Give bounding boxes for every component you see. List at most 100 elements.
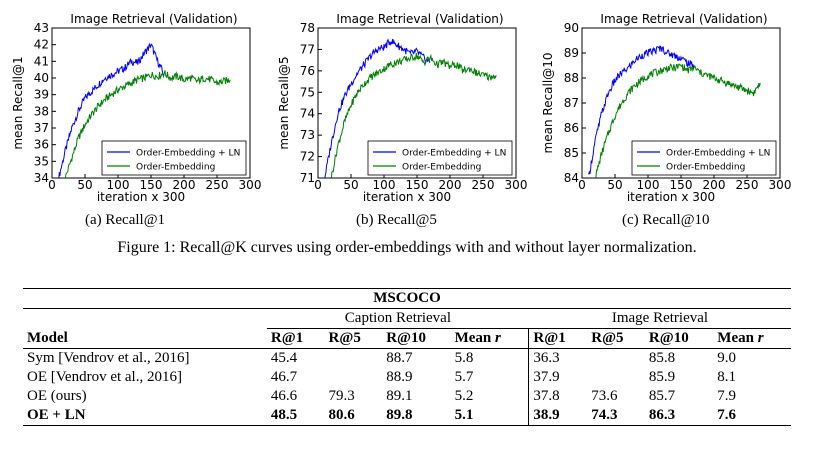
legend-label: Order-Embedding <box>402 163 481 173</box>
cell: 88.7 <box>386 350 413 366</box>
x-axis-label: iteration x 300 <box>363 190 451 204</box>
y-axis-label: mean Recall@1 <box>11 56 25 149</box>
table-row: OE (ours) 46.6 79.3 89.1 5.2 37.8 73.6 8… <box>23 387 791 406</box>
series-line-oe-ln <box>588 45 695 175</box>
legend-label: Order-Embedding + LN <box>666 149 770 159</box>
cell: 85.9 <box>648 369 676 385</box>
y-tick-label: 71 <box>300 171 315 185</box>
y-tick-label: 36 <box>34 138 49 152</box>
cell: 74.3 <box>587 406 645 426</box>
subcaption-b: (b) Recall@5 <box>356 212 437 228</box>
x-tick-label: 0 <box>578 178 586 192</box>
cell: 89.1 <box>386 388 413 404</box>
cell: 38.9 <box>528 406 588 426</box>
legend-label: Order-Embedding <box>666 163 745 173</box>
table-row: OE [Vendrov et al., 2016] 46.7 88.9 5.7 … <box>23 368 791 387</box>
header-img-r1: R@1 <box>528 328 588 349</box>
header-cap-mean: Mean r <box>450 328 529 349</box>
y-tick-label: 42 <box>34 38 49 52</box>
subcaption-a: (a) Recall@1 <box>85 212 166 228</box>
x-tick-label: 50 <box>77 178 92 192</box>
chart-title: Image Retrieval (Validation) <box>336 12 503 26</box>
y-tick-label: 43 <box>34 21 49 35</box>
x-tick-label: 0 <box>48 178 56 192</box>
cell: 79.3 <box>328 388 355 404</box>
cell: 46.7 <box>270 369 298 385</box>
chart-title: Image Retrieval (Validation) <box>600 12 767 26</box>
y-tick-label: 76 <box>300 64 315 78</box>
header-cap-r10: R@10 <box>382 328 451 349</box>
x-tick-label: 200 <box>439 178 462 192</box>
legend-box <box>631 140 777 176</box>
table-row: Sym [Vendrov et al., 2016] 45.4 88.7 5.8… <box>23 348 791 369</box>
row-model: Sym [Vendrov et al., 2016] <box>27 350 190 366</box>
group-caption-retrieval: Caption Retrieval <box>266 308 529 329</box>
y-tick-label: 78 <box>300 21 315 35</box>
x-tick-label: 300 <box>505 178 528 192</box>
y-tick-label: 39 <box>34 88 49 102</box>
x-tick-label: 50 <box>607 178 622 192</box>
series-line-oe <box>595 63 761 178</box>
chart-title: Image Retrieval (Validation) <box>70 12 237 26</box>
y-axis-label: mean Recall@10 <box>541 53 555 154</box>
cell: 7.9 <box>717 388 737 404</box>
cell <box>325 368 383 387</box>
row-model: OE [Vendrov et al., 2016] <box>27 369 182 385</box>
cell: 46.6 <box>270 388 298 404</box>
cell: 5.7 <box>454 369 474 385</box>
x-tick-label: 50 <box>343 178 358 192</box>
header-img-r10: R@10 <box>644 328 714 349</box>
x-tick-label: 300 <box>239 178 262 192</box>
figure-plots: Image Retrieval (Validation) 34 35 36 37 38 39… <box>11 12 792 204</box>
x-axis-label: iteration x 300 <box>627 190 715 204</box>
header-img-r5: R@5 <box>587 328 645 349</box>
cell: 80.6 <box>324 406 383 426</box>
series-line-oe <box>330 53 497 178</box>
y-axis-label: mean Recall@5 <box>277 56 291 149</box>
cell: 86.3 <box>644 406 714 426</box>
row-model: OE (ours) <box>27 388 87 404</box>
x-axis-label: iteration x 300 <box>97 190 185 204</box>
x-tick-label: 250 <box>472 178 495 192</box>
x-tick-label: 250 <box>736 178 759 192</box>
cell <box>587 349 645 369</box>
y-tick-label: 88 <box>564 71 579 85</box>
header-cap-r5: R@5 <box>324 328 383 349</box>
y-tick-label: 72 <box>300 150 315 164</box>
y-tick-label: 73 <box>300 128 315 142</box>
cell: 48.5 <box>266 406 325 426</box>
x-tick-label: 150 <box>140 178 163 192</box>
x-tick-label: 150 <box>406 178 429 192</box>
x-tick-label: 0 <box>314 178 322 192</box>
x-tick-label: 300 <box>769 178 792 192</box>
y-tick-label: 75 <box>300 85 315 99</box>
cell: 37.9 <box>528 368 588 387</box>
cell: 73.6 <box>591 388 618 404</box>
cell: 37.8 <box>528 387 588 406</box>
cell: 85.7 <box>648 388 676 404</box>
legend-label: Order-Embedding + LN <box>402 149 506 159</box>
x-tick-label: 100 <box>107 178 130 192</box>
y-tick-label: 41 <box>34 54 49 68</box>
cell <box>587 368 645 387</box>
y-tick-label: 37 <box>34 121 49 135</box>
cell: 5.1 <box>450 406 529 426</box>
cell: 36.3 <box>528 348 588 368</box>
x-tick-label: 250 <box>206 178 229 192</box>
y-tick-label: 77 <box>300 42 315 56</box>
header-img-mean: Mean r <box>713 328 791 349</box>
cell: 9.0 <box>717 350 737 366</box>
legend-label: Order-Embedding + LN <box>136 149 240 159</box>
legend-box <box>367 140 513 176</box>
y-tick-label: 84 <box>564 171 579 185</box>
table-title: MSCOCO <box>23 288 791 309</box>
y-tick-label: 89 <box>564 46 579 60</box>
subcaption-c: (c) Recall@10 <box>622 212 710 228</box>
y-tick-label: 87 <box>564 96 579 110</box>
results-table: MSCOCO Caption Retrieval Image Retrieval… <box>23 288 791 426</box>
cell: 88.9 <box>386 369 413 385</box>
x-tick-label: 200 <box>703 178 726 192</box>
y-tick-label: 86 <box>564 121 579 135</box>
y-tick-label: 35 <box>34 154 49 168</box>
cell: 5.2 <box>454 388 474 404</box>
